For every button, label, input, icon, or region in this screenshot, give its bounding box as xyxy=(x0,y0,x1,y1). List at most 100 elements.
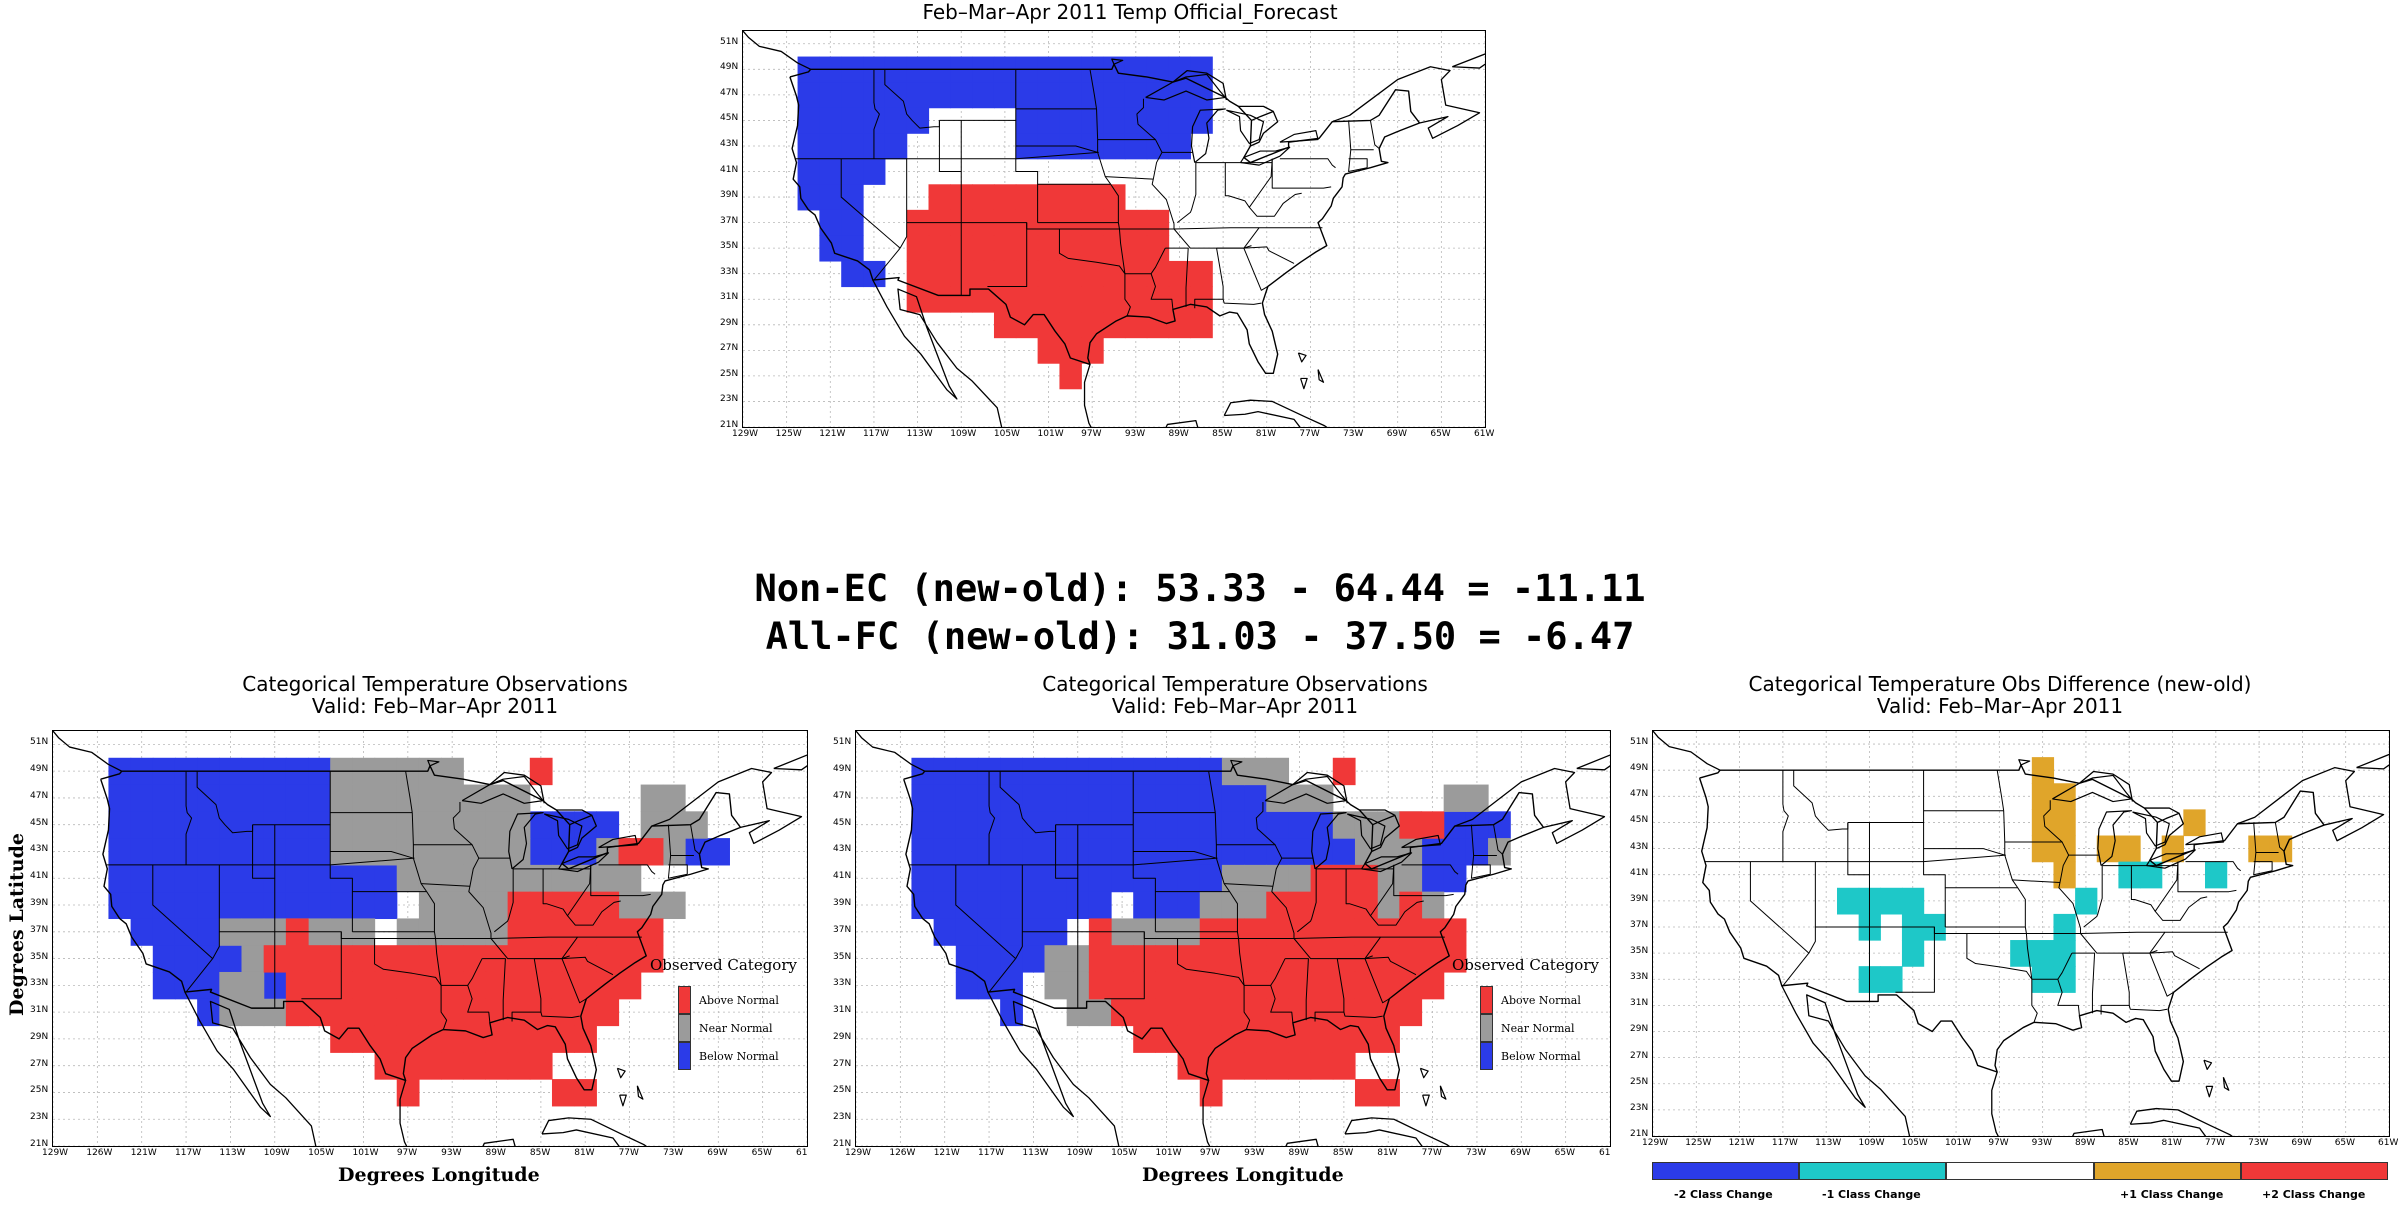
obs-near-cell xyxy=(1044,971,1068,1000)
obs-below-cell xyxy=(1288,811,1312,839)
obs-above-cell xyxy=(1421,971,1445,1000)
obs-below-cell xyxy=(911,864,935,893)
obs-below-cell xyxy=(955,811,979,839)
obs-new-title: Categorical Temperature Observations xyxy=(1042,672,1428,696)
state-border xyxy=(1270,985,1294,1023)
lon-tick-label: 65W xyxy=(1554,1148,1575,1158)
forecast-below-cell xyxy=(1124,56,1148,83)
great-lake-outline xyxy=(2052,774,2132,803)
obs-below-cell xyxy=(219,864,243,893)
lat-tick-label: 23N xyxy=(30,1112,49,1123)
state-border xyxy=(1348,158,1368,168)
obs-above-cell xyxy=(1133,1025,1156,1053)
forecast-below-cell xyxy=(1081,82,1104,109)
lat-tick-label: 47N xyxy=(1630,789,1649,800)
minus1-label: -1 Class Change xyxy=(1822,1188,1921,1201)
forecast-above-cell xyxy=(1103,286,1126,313)
obs-below-cell xyxy=(308,838,331,866)
obs-below-cell xyxy=(108,838,132,866)
state-border xyxy=(2071,952,2096,1014)
obs-above-cell xyxy=(1354,1079,1378,1107)
obs-above-cell xyxy=(1244,945,1267,973)
obs-above-cell xyxy=(352,1025,376,1053)
state-border xyxy=(1704,854,2006,863)
state-border xyxy=(1369,120,1380,149)
obs-above-cell xyxy=(551,1025,575,1053)
mexico-coastline xyxy=(987,991,1319,1146)
obs-above-cell xyxy=(1332,971,1356,1000)
forecast-below-cell xyxy=(928,82,951,109)
obs-above-cell xyxy=(1266,1025,1290,1053)
lon-tick-label: 61W xyxy=(1474,429,1495,439)
state-border xyxy=(1808,861,1816,954)
state-border xyxy=(413,801,473,846)
obs-above-cell xyxy=(1177,1025,1201,1053)
great-lake-outline xyxy=(508,812,544,870)
forecast-map xyxy=(742,30,1486,428)
lat-tick-label: 37N xyxy=(1630,919,1649,930)
diff-minus1-cell xyxy=(2053,913,2076,941)
obs-below-cell xyxy=(574,838,597,866)
obs-below-cell xyxy=(1000,998,1023,1027)
great-lake-outline xyxy=(1226,109,1265,145)
obs-below-cell xyxy=(130,864,154,893)
state-border xyxy=(987,222,1028,287)
forecast-below-cell xyxy=(1015,107,1039,134)
mexico-coastline xyxy=(1781,985,2105,1136)
obs-above-cell xyxy=(1421,811,1445,839)
obs-above-cell xyxy=(1244,1025,1267,1053)
obs-below-cell xyxy=(1199,838,1223,866)
state-border xyxy=(1314,958,1345,1022)
obs-below-cell xyxy=(1111,838,1134,866)
forecast-above-cell xyxy=(993,260,1017,288)
plus1-label: +1 Class Change xyxy=(2120,1188,2224,1201)
obs-above-cell xyxy=(1399,998,1423,1027)
forecast-below-cell xyxy=(1103,56,1126,83)
forecast-above-cell xyxy=(1081,260,1104,288)
state-border xyxy=(185,771,193,865)
obs-below-cell xyxy=(130,838,154,866)
lon-tick-label: 129W xyxy=(42,1148,69,1158)
state-border xyxy=(1815,926,1870,1002)
forecast-below-cell xyxy=(1037,82,1061,109)
diff-minus1-cell xyxy=(2053,940,2076,967)
obs-above-cell xyxy=(1199,1052,1223,1080)
forecast-above-cell xyxy=(1190,312,1213,339)
obs-below-cell xyxy=(130,784,154,812)
forecast-below-cell xyxy=(841,107,864,134)
state-border xyxy=(1015,120,1111,185)
obs-below-cell xyxy=(977,891,1001,920)
obs-above-cell xyxy=(640,945,664,973)
state-border xyxy=(2130,861,2179,912)
obs-above-cell xyxy=(441,1052,464,1080)
canada-coastline xyxy=(1359,809,1396,816)
state-border xyxy=(185,958,214,993)
forecast-above-cell xyxy=(972,260,995,288)
obs-above-cell xyxy=(352,998,376,1027)
diff-plus1-cell xyxy=(2053,783,2076,810)
lon-tick-label: 126W xyxy=(889,1148,916,1158)
obs-near-cell xyxy=(485,864,509,893)
state-border xyxy=(1337,955,1373,960)
lon-tick-label: 105W xyxy=(308,1148,335,1158)
obs-near-cell xyxy=(1266,784,1290,812)
obs-above-cell xyxy=(485,971,509,1000)
forecast-above-cell xyxy=(1081,286,1104,313)
lon-tick-label: 73W xyxy=(662,1148,684,1158)
lat-tick-label: 39N xyxy=(30,898,49,909)
lon-tick-label: 97W xyxy=(396,1148,418,1158)
obs-near-cell xyxy=(1221,757,1245,786)
forecast-title: Feb–Mar–Apr 2011 Temp Official_Forecast xyxy=(922,0,1338,24)
canada-coastline xyxy=(1332,66,1481,139)
lat-tick-label: 29N xyxy=(720,317,739,328)
canada-coastline xyxy=(1172,69,1228,101)
state-border xyxy=(511,958,542,1022)
lon-tick-label: 97W xyxy=(1988,1138,2009,1148)
lon-tick-label: 77W xyxy=(1421,1148,1442,1158)
obs-above-cell xyxy=(308,971,331,1000)
forecast-above-cell xyxy=(1059,235,1082,262)
obs-below-cell xyxy=(219,811,243,839)
obs-above-cell xyxy=(441,1025,464,1053)
near-normal-swatch xyxy=(678,1014,691,1042)
obs-above-cell xyxy=(1111,945,1134,973)
